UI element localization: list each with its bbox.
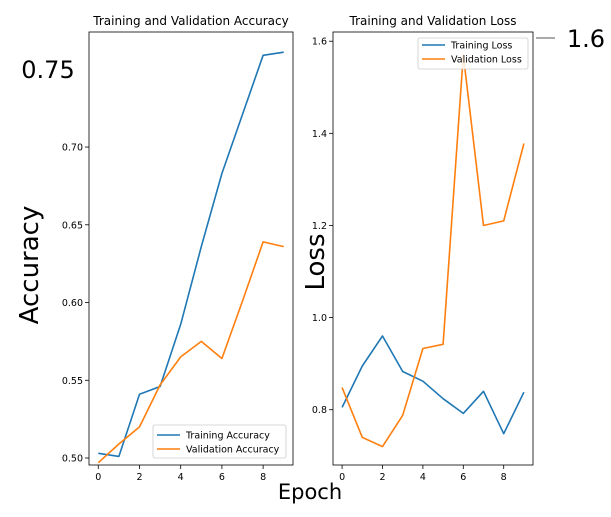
accuracy-legend: Training Accuracy Validation Accuracy <box>152 424 287 459</box>
series-line-validation-accuracy <box>97 241 284 464</box>
loss-xtick-label: 4 <box>420 472 426 483</box>
loss-ylabel: Loss <box>301 233 331 290</box>
loss-xlabel: Epoch <box>278 480 342 504</box>
series-line-training-accuracy <box>98 51 284 458</box>
series-line-validation-loss <box>341 54 525 448</box>
loss-ytick-label: 0.8 <box>312 405 327 416</box>
accuracy-ytick-overlay: 0.75 <box>21 56 74 84</box>
loss-ytick-label: 1.6 <box>312 37 327 48</box>
accuracy-xtick-label: 2 <box>136 472 142 483</box>
legend-label-validation-loss: Validation Loss <box>451 55 522 66</box>
loss-xtick-label: 8 <box>501 472 507 483</box>
loss-xtick-label: 0 <box>339 472 345 483</box>
loss-ytick-overlay: 1.6 <box>567 25 605 53</box>
loss-ytick-label: 1.4 <box>312 129 327 140</box>
accuracy-title: Training and Validation Accuracy <box>92 14 288 28</box>
legend-label-validation-accuracy: Validation Accuracy <box>186 445 280 456</box>
loss-panel: Training and Validation Loss 0 2 4 6 8 0.8 1.0… <box>278 14 605 504</box>
accuracy-xtick-label: 0 <box>95 472 101 483</box>
loss-title: Training and Validation Loss <box>349 14 517 28</box>
loss-legend-box <box>417 37 529 70</box>
accuracy-axes-frame <box>88 31 294 466</box>
accuracy-ytick-label: 0.65 <box>62 220 83 231</box>
accuracy-legend-box <box>152 424 287 459</box>
accuracy-panel: Training and Validation Accuracy 0 2 4 6 8 0.… <box>15 14 294 483</box>
loss-ytick-label: 1.2 <box>312 221 327 232</box>
legend-label-training-loss: Training Loss <box>450 41 512 52</box>
loss-xtick-label: 6 <box>460 472 466 483</box>
accuracy-ticks: 0 2 4 6 8 0.50 0.55 0.60 0.65 0.70 <box>62 143 266 483</box>
loss-series <box>341 54 525 448</box>
accuracy-ytick-label: 0.50 <box>62 454 83 465</box>
accuracy-ytick-label: 0.55 <box>62 376 83 387</box>
accuracy-ytick-label: 0.60 <box>62 298 83 309</box>
loss-xtick-label: 2 <box>379 472 385 483</box>
accuracy-xtick-label: 4 <box>178 472 184 483</box>
accuracy-ytick-label: 0.70 <box>62 143 83 154</box>
loss-legend: Training Loss Validation Loss <box>417 37 529 70</box>
legend-label-training-accuracy: Training Accuracy <box>185 431 270 442</box>
accuracy-xtick-label: 6 <box>219 472 225 483</box>
loss-axes-frame <box>332 31 534 466</box>
accuracy-ylabel: Accuracy <box>15 206 45 325</box>
loss-ticks: 0 2 4 6 8 0.8 1.0 1.2 1.4 1.6 <box>312 37 507 483</box>
accuracy-xtick-label: 8 <box>260 472 266 483</box>
series-line-training-loss <box>341 335 525 435</box>
accuracy-series <box>97 51 284 464</box>
loss-ytick-label: 1.0 <box>312 313 327 324</box>
